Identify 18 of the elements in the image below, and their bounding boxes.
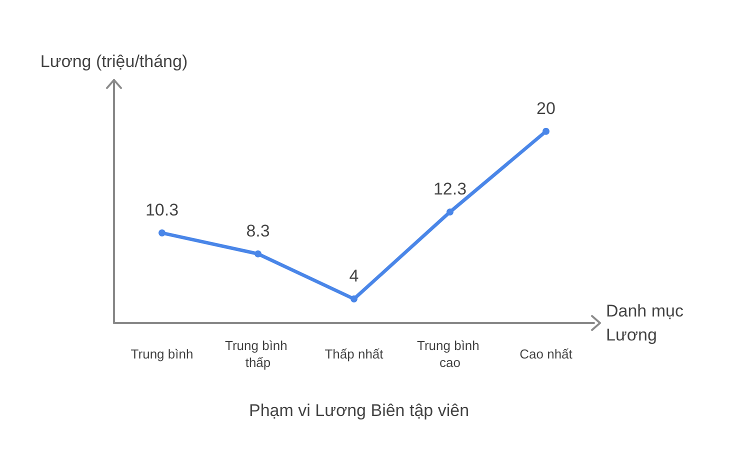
data-label: 20 [536, 98, 556, 118]
point [350, 295, 358, 302]
point [158, 229, 166, 236]
x-tick-label: Thấp nhất [324, 346, 384, 362]
x-tick-label: Trung bình [130, 346, 194, 362]
x-tick-label: Trung bình cao [416, 338, 484, 370]
point [254, 250, 262, 258]
point [542, 128, 550, 135]
data-label: 10.3 [145, 200, 179, 220]
text: Phạm vi Lương Biên tập viên [248, 401, 470, 420]
data-label: 4 [349, 266, 359, 286]
x-axis-title: Danh mục Lương [606, 302, 684, 344]
point [446, 208, 454, 216]
x-tick-label: Cao nhất [520, 346, 573, 362]
y-axis-title: Lương (triệu/tháng) [40, 52, 188, 71]
data-label: 8.3 [246, 221, 270, 240]
x-tick-label: Trung bình thấp [224, 338, 292, 370]
data-label: 12.3 [433, 179, 467, 198]
